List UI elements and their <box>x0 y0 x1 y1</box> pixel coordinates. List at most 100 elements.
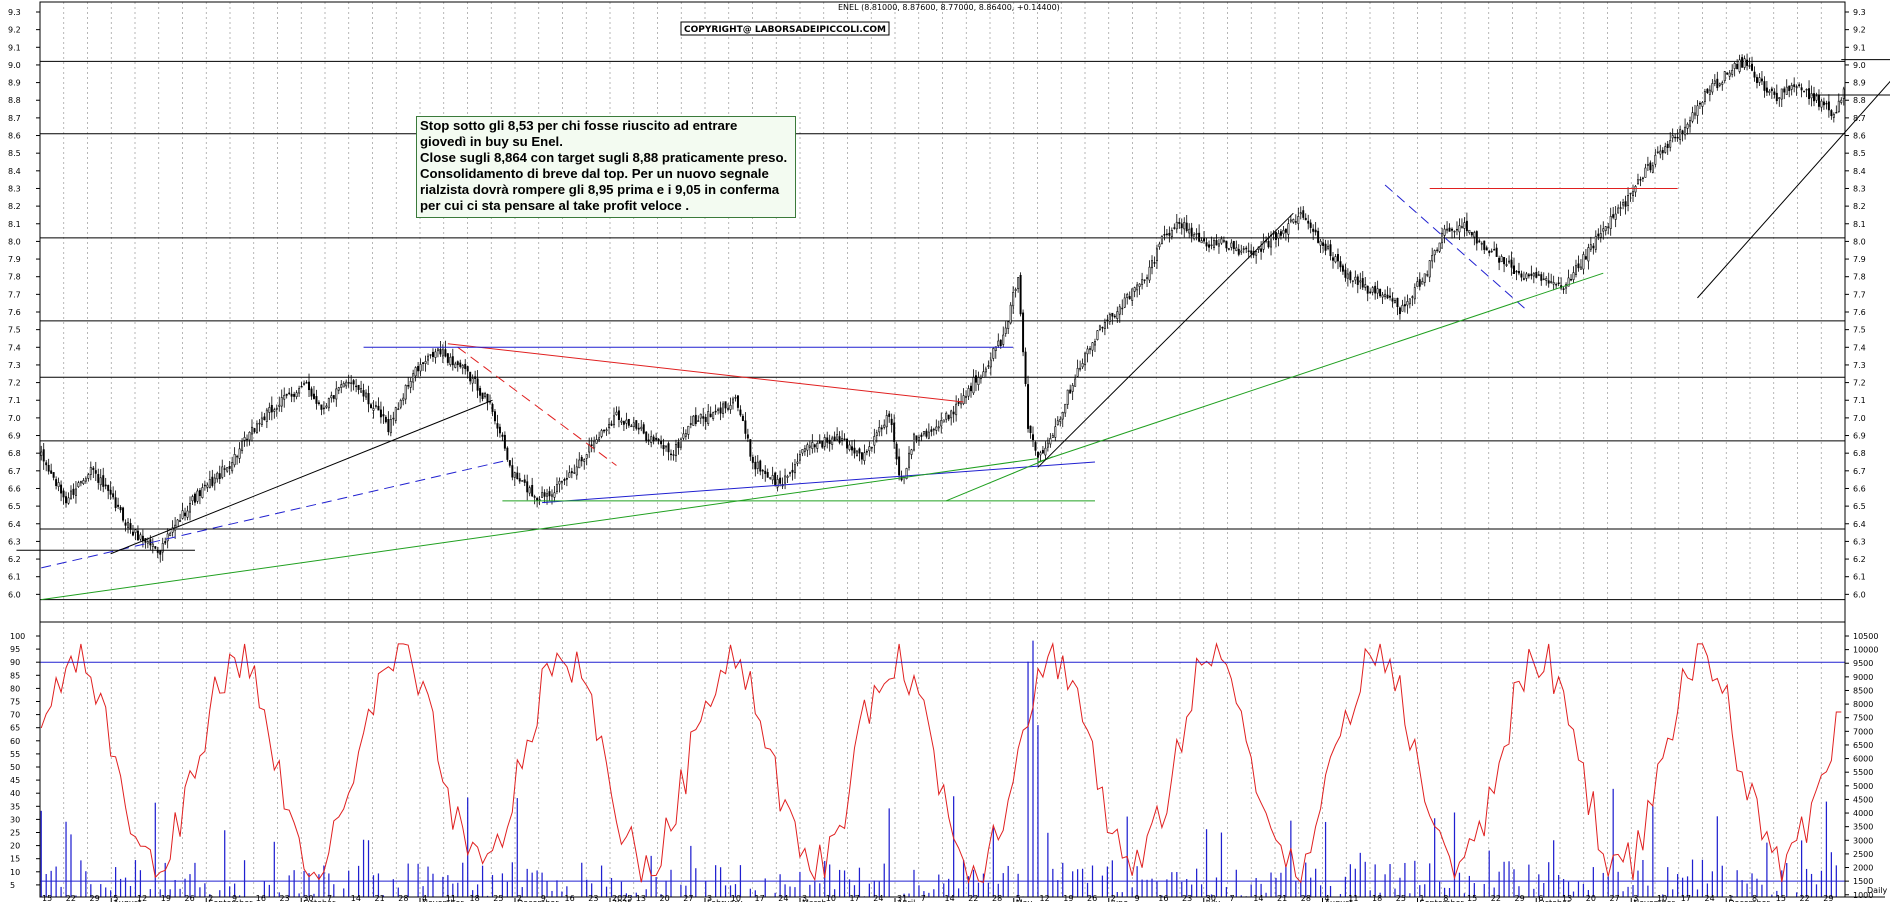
candle-body <box>1431 255 1434 262</box>
note-line: rialzista dovrà rompere gli 8,95 prima e… <box>420 182 780 197</box>
volume-bar <box>1701 859 1704 897</box>
candle-body <box>1416 281 1419 287</box>
candle-body <box>724 401 727 409</box>
volume-bar <box>1161 895 1163 897</box>
candle-body <box>340 384 343 388</box>
candle-body <box>1101 326 1104 329</box>
candle-body <box>1760 78 1763 82</box>
volume-bar <box>452 883 454 897</box>
candle-body <box>1641 177 1644 180</box>
candle-body <box>541 492 544 498</box>
candle-body <box>521 480 524 482</box>
x-tick-label: 16 <box>256 894 266 902</box>
candle-body <box>1468 229 1471 233</box>
candle-body <box>1644 167 1647 178</box>
trendline <box>1037 212 1294 468</box>
candle-body <box>55 479 58 486</box>
volume-bar <box>1131 887 1133 897</box>
volume-bar <box>65 821 67 897</box>
candle-body <box>1463 222 1466 229</box>
candle-body <box>1151 260 1153 269</box>
candle-body <box>1277 233 1280 239</box>
candle-body <box>1004 327 1007 334</box>
candle-body <box>1723 71 1726 82</box>
x-tick-label: 10 <box>1657 894 1667 902</box>
candle-body <box>1505 264 1508 266</box>
candle-body <box>1076 367 1079 377</box>
candle-body <box>129 523 132 530</box>
osc-tick-label: 85 <box>10 671 20 680</box>
candle-body <box>248 431 251 441</box>
candle-body <box>518 478 521 482</box>
candle-body <box>851 446 853 451</box>
y-tick-label-right: 7.1 <box>1853 396 1866 405</box>
candle-body <box>1302 210 1305 218</box>
x-tick-label: 11 <box>446 894 456 902</box>
candle-body <box>1651 165 1654 173</box>
candle-body <box>982 371 985 378</box>
month-label: November <box>1633 899 1675 902</box>
candle-body <box>1193 234 1196 240</box>
candle-body <box>798 454 801 461</box>
candle-body <box>112 493 115 498</box>
candle-body <box>1341 265 1344 272</box>
candle-body <box>1746 59 1749 66</box>
candle-body <box>1242 248 1245 250</box>
x-tick-label: 27 <box>683 894 693 902</box>
candle-body <box>300 385 303 388</box>
volume-bar <box>1419 885 1421 897</box>
volume-bar <box>1111 860 1113 897</box>
volume-bar <box>1359 852 1361 897</box>
candle-body <box>1837 100 1840 113</box>
y-tick-label-left: 7.9 <box>8 255 21 264</box>
candle-body <box>766 472 769 478</box>
candle-body <box>127 521 130 528</box>
volume-tick-label: 2000 <box>1853 864 1873 873</box>
candle-body <box>1713 80 1716 84</box>
candle-body <box>1180 223 1183 229</box>
candle-body <box>660 440 663 445</box>
candle-body <box>1158 243 1161 248</box>
y-tick-label-right: 6.8 <box>1853 449 1866 458</box>
note-line: giovedì in buy su Enel. <box>420 134 563 149</box>
y-tick-label-left: 9.3 <box>8 8 21 17</box>
candle-body <box>605 429 608 432</box>
candle-body <box>308 381 310 391</box>
candle-body <box>1808 88 1811 99</box>
volume-bar <box>407 863 409 897</box>
candle-body <box>184 512 187 517</box>
x-tick-label: 25 <box>1396 894 1406 902</box>
volume-bar <box>1800 840 1803 897</box>
note-line: Stop sotto gli 8,53 per chi fosse riusci… <box>420 118 738 133</box>
volume-bar <box>1548 862 1550 897</box>
volume-bar <box>1538 874 1540 897</box>
candle-body <box>1567 277 1570 287</box>
candle-body <box>650 436 653 443</box>
volume-bar <box>655 877 657 897</box>
candle-body <box>1354 276 1357 281</box>
candle-body <box>265 409 268 422</box>
x-tick-label: 10 <box>826 894 836 902</box>
candle-body <box>1250 250 1253 254</box>
x-tick-label: 8 <box>1752 894 1757 902</box>
candle-body <box>925 430 928 437</box>
volume-bar <box>224 830 226 897</box>
volume-bar <box>1210 894 1213 897</box>
candle-body <box>575 466 578 476</box>
volume-bar <box>1622 891 1624 897</box>
month-label: April <box>897 899 915 902</box>
volume-bar <box>273 841 275 897</box>
volume-bar <box>1379 892 1381 897</box>
candle-body <box>206 484 209 488</box>
volume-bar <box>1200 884 1203 897</box>
volume-bar <box>799 871 801 897</box>
y-tick-label-left: 6.6 <box>8 484 21 493</box>
volume-bar <box>982 873 985 897</box>
y-tick-label-right: 6.7 <box>1853 467 1866 476</box>
candle-body <box>707 411 710 424</box>
candle-body <box>1108 313 1111 322</box>
candle-body <box>1413 287 1416 300</box>
y-tick-label-left: 8.2 <box>8 202 21 211</box>
candle-body <box>962 395 965 404</box>
volume-bar <box>1205 829 1208 897</box>
